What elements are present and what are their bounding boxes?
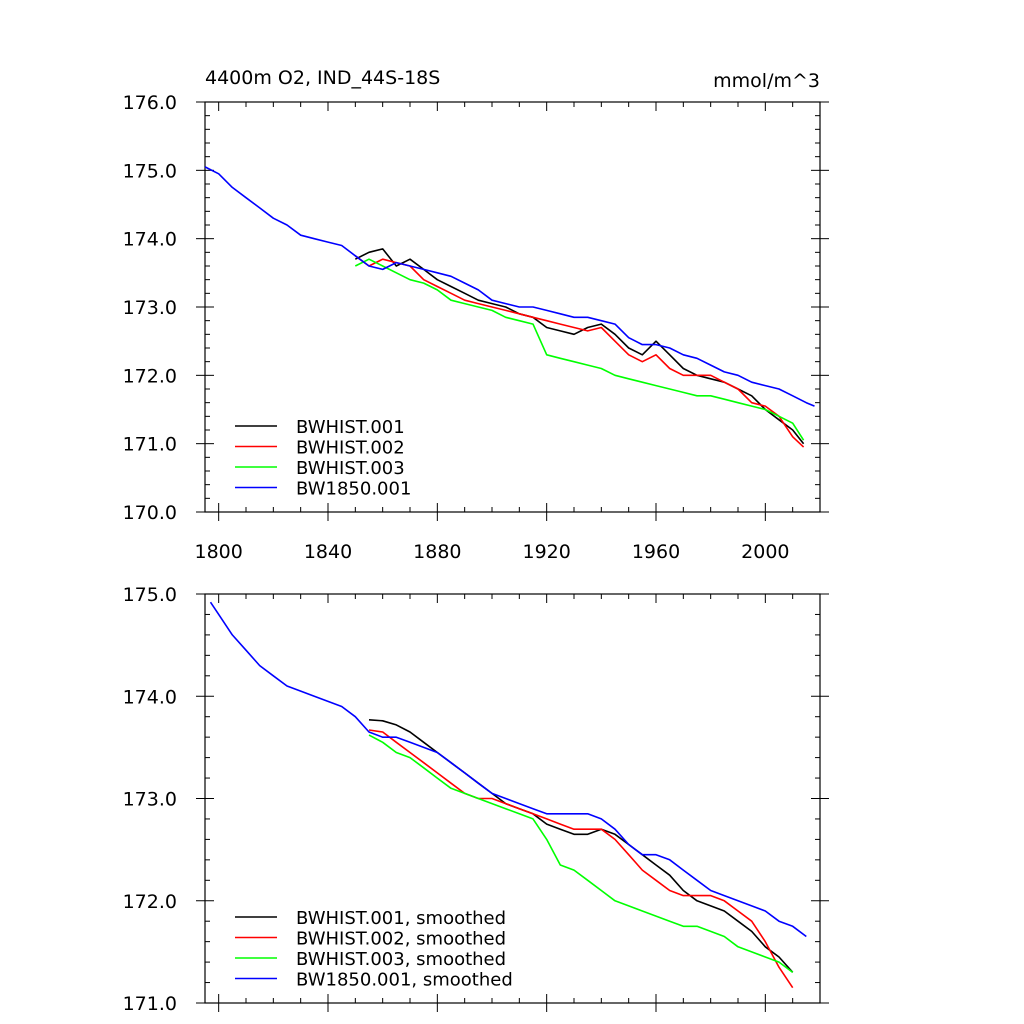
y-tick-label: 171.0 <box>123 993 177 1015</box>
legend-label: BWHIST.003 <box>296 458 405 479</box>
y-tick-label: 173.0 <box>123 789 177 811</box>
legend-label: BWHIST.001 <box>296 417 405 438</box>
y-tick-label: 172.0 <box>123 365 177 387</box>
x-tick-label: 1800 <box>194 541 242 563</box>
y-tick-label: 176.0 <box>123 92 177 114</box>
legend-label: BWHIST.002 <box>296 438 405 459</box>
x-tick-label: 1840 <box>304 541 352 563</box>
y-tick-label: 174.0 <box>123 229 177 251</box>
legend-label: BWHIST.002, smoothed <box>296 929 506 950</box>
series-line-bwhist-003 <box>354 258 805 441</box>
legend-label: BW1850.001, smoothed <box>296 970 513 991</box>
x-tick-label: 1880 <box>413 541 461 563</box>
x-tick-label: 1920 <box>522 541 570 563</box>
series-line-bw1850-001-smoothed <box>209 601 807 938</box>
series-line-bw1850-001 <box>204 166 815 407</box>
legend-label: BWHIST.001, smoothed <box>296 908 506 929</box>
legend-label: BWHIST.003, smoothed <box>296 949 506 970</box>
y-tick-label: 170.0 <box>123 502 177 524</box>
chart-title: 4400m O2, IND_44S-18S <box>205 67 440 89</box>
series-line-bwhist-002 <box>354 255 805 448</box>
legend-label: BW1850.001 <box>296 479 411 500</box>
x-tick-label: 2000 <box>741 541 789 563</box>
y-tick-label: 175.0 <box>123 584 177 606</box>
series-line-bwhist-003-smoothed <box>368 734 794 973</box>
y-tick-label: 172.0 <box>123 891 177 913</box>
top-panel: 4400m O2, IND_44S-18S mmol/m^3 1800 1840 1… <box>123 67 829 563</box>
units-label: mmol/m^3 <box>713 70 820 92</box>
x-tick-label: 1960 <box>632 541 680 563</box>
bottom-panel: 171.0 172.0 173.0 174.0 175.0 BWHIST.001, smo… <box>123 584 829 1015</box>
y-tick-label: 171.0 <box>123 434 177 456</box>
y-tick-label: 174.0 <box>123 686 177 708</box>
y-tick-label: 173.0 <box>123 297 177 319</box>
y-tick-label: 175.0 <box>123 160 177 182</box>
series-line-bwhist-002-smoothed <box>368 729 794 989</box>
